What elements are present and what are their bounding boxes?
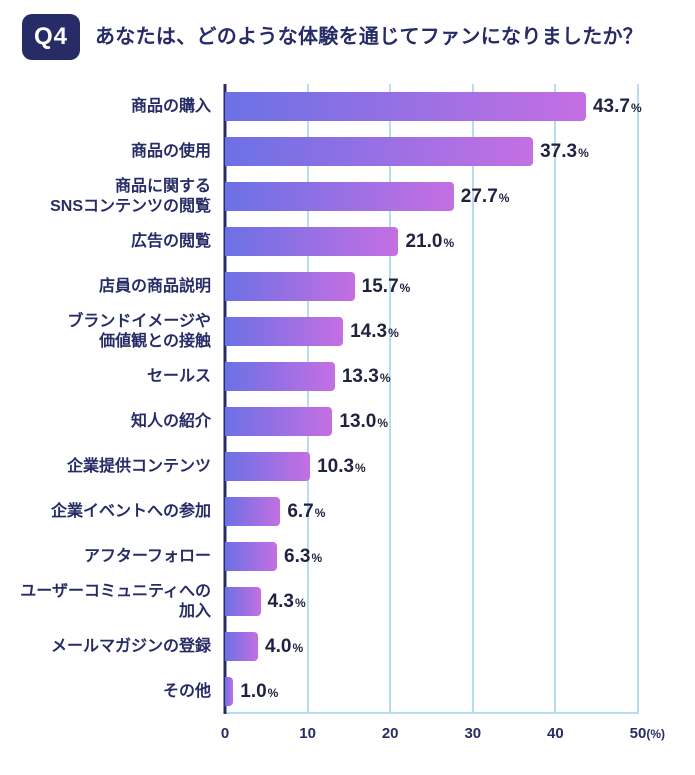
gridline [637, 84, 639, 714]
bar [225, 317, 344, 346]
value-label: 4.3% [267, 590, 306, 612]
bar-zone: 6.3% [225, 542, 638, 571]
chart-row: アフターフォロー 6.3% [14, 534, 695, 579]
chart-row: 企業提供コンテンツ 10.3% [14, 444, 695, 489]
value-label: 4.0% [265, 635, 304, 657]
value-label: 13.3% [341, 365, 391, 387]
bar [225, 452, 311, 481]
bar [225, 632, 259, 661]
x-tick-label: 30 [464, 725, 482, 742]
value-label: 43.7% [592, 95, 642, 117]
x-tick-label: 10 [299, 725, 316, 742]
bar [225, 227, 399, 256]
value-label: 21.0% [405, 230, 455, 252]
category-label: 店員の商品説明 [98, 277, 211, 295]
x-tick-label: 0 [220, 725, 230, 742]
chart-row: ユーザーコミュニティへの 加入 4.3% [14, 579, 695, 624]
category-label: 商品の購入 [130, 97, 211, 115]
chart-row: 知人の紹介 13.0% [14, 399, 695, 444]
x-axis: 0 10 20 30 40 50 (%) [221, 714, 665, 752]
bar [225, 542, 278, 571]
chart-row: セールス 13.3% [14, 354, 695, 399]
chart-row: 商品の購入 43.7% [14, 84, 695, 129]
chart-row: 企業イベントへの参加 6.7% [14, 489, 695, 534]
bar-zone: 13.0% [225, 407, 638, 436]
x-tick-label: 40 [547, 725, 564, 742]
question-title: あなたは、どのような体験を通じてファンになりましたか？ [95, 25, 644, 48]
gridlines [223, 84, 639, 714]
bar [225, 362, 335, 391]
chart-row: 広告の閲覧 21.0% [14, 219, 695, 264]
value-label: 1.0% [240, 680, 279, 702]
chart-row: ブランドイメージや 価値観との接触 14.3% [14, 309, 695, 354]
category-label: その他 [162, 682, 211, 700]
bar-zone: 43.7% [225, 92, 642, 121]
category-label: 企業提供コンテンツ [66, 457, 211, 475]
bar-zone: 15.7% [225, 272, 638, 301]
x-axis-baseline [225, 712, 638, 714]
gridline [554, 84, 557, 714]
plot-area: 商品の購入 43.7% 商品の使用 37.3% 商品に関する SNSコンテンツの閲覧 27… [14, 84, 695, 714]
value-label: 6.3% [284, 545, 323, 567]
value-label: 6.7% [287, 500, 326, 522]
bar [225, 497, 281, 526]
category-label: アフターフォロー [83, 547, 211, 565]
category-label: 広告の閲覧 [130, 232, 211, 250]
category-label: 知人の紹介 [130, 412, 211, 430]
category-label: ブランドイメージや 価値観との接触 [67, 312, 211, 350]
bar [225, 677, 234, 706]
category-label: 企業イベントへの参加 [50, 502, 211, 520]
bar-zone: 13.3% [225, 362, 638, 391]
bar-zone: 14.3% [225, 317, 638, 346]
bar [225, 137, 534, 166]
value-label: 27.7% [460, 185, 510, 207]
gridline [389, 84, 392, 714]
x-tick-label: 50 (%) [629, 725, 666, 742]
chart-row: その他 1.0% [14, 669, 695, 714]
category-label: メールマガジンの登録 [50, 637, 211, 655]
bar [225, 272, 355, 301]
question-header: Q4 あなたは、どのような体験を通じてファンになりましたか？ [14, 14, 695, 60]
bar-zone: 1.0% [225, 677, 638, 706]
y-axis-line [223, 84, 227, 714]
bar-zone: 10.3% [225, 452, 638, 481]
category-label: セールス [146, 367, 211, 385]
bar [225, 92, 586, 121]
bar-zone: 4.0% [225, 632, 638, 661]
category-label: 商品の使用 [130, 142, 211, 160]
bar [225, 407, 333, 436]
x-tick-label: 20 [381, 725, 399, 742]
x-axis-unit: (%) [646, 727, 666, 741]
value-label: 15.7% [361, 275, 411, 297]
bar [225, 182, 454, 211]
bar-zone: 37.3% [225, 137, 638, 166]
bar [225, 587, 261, 616]
category-label: ユーザーコミュニティへの 加入 [20, 582, 211, 620]
value-label: 37.3% [540, 140, 589, 162]
bar-zone: 4.3% [225, 587, 638, 616]
chart-row: 店員の商品説明 15.7% [14, 264, 695, 309]
value-label: 14.3% [350, 320, 399, 342]
gridline [306, 84, 309, 714]
question-badge: Q4 [22, 14, 80, 60]
category-label: 商品に関する SNSコンテンツの閲覧 [50, 177, 211, 215]
gridline [471, 84, 474, 714]
chart-rows: 商品の購入 43.7% 商品の使用 37.3% 商品に関する SNSコンテンツの閲覧 27… [14, 84, 695, 714]
bar-zone: 6.7% [225, 497, 638, 526]
bar-chart: 商品の購入 43.7% 商品の使用 37.3% 商品に関する SNSコンテンツの閲覧 27… [14, 84, 695, 752]
chart-row: 商品の使用 37.3% [14, 129, 695, 174]
bar-zone: 21.0% [225, 227, 638, 256]
chart-row: メールマガジンの登録 4.0% [14, 624, 695, 669]
value-label: 10.3% [317, 455, 366, 477]
bar-zone: 27.7% [225, 182, 638, 211]
chart-row: 商品に関する SNSコンテンツの閲覧 27.7% [14, 174, 695, 219]
value-label: 13.0% [339, 410, 389, 432]
